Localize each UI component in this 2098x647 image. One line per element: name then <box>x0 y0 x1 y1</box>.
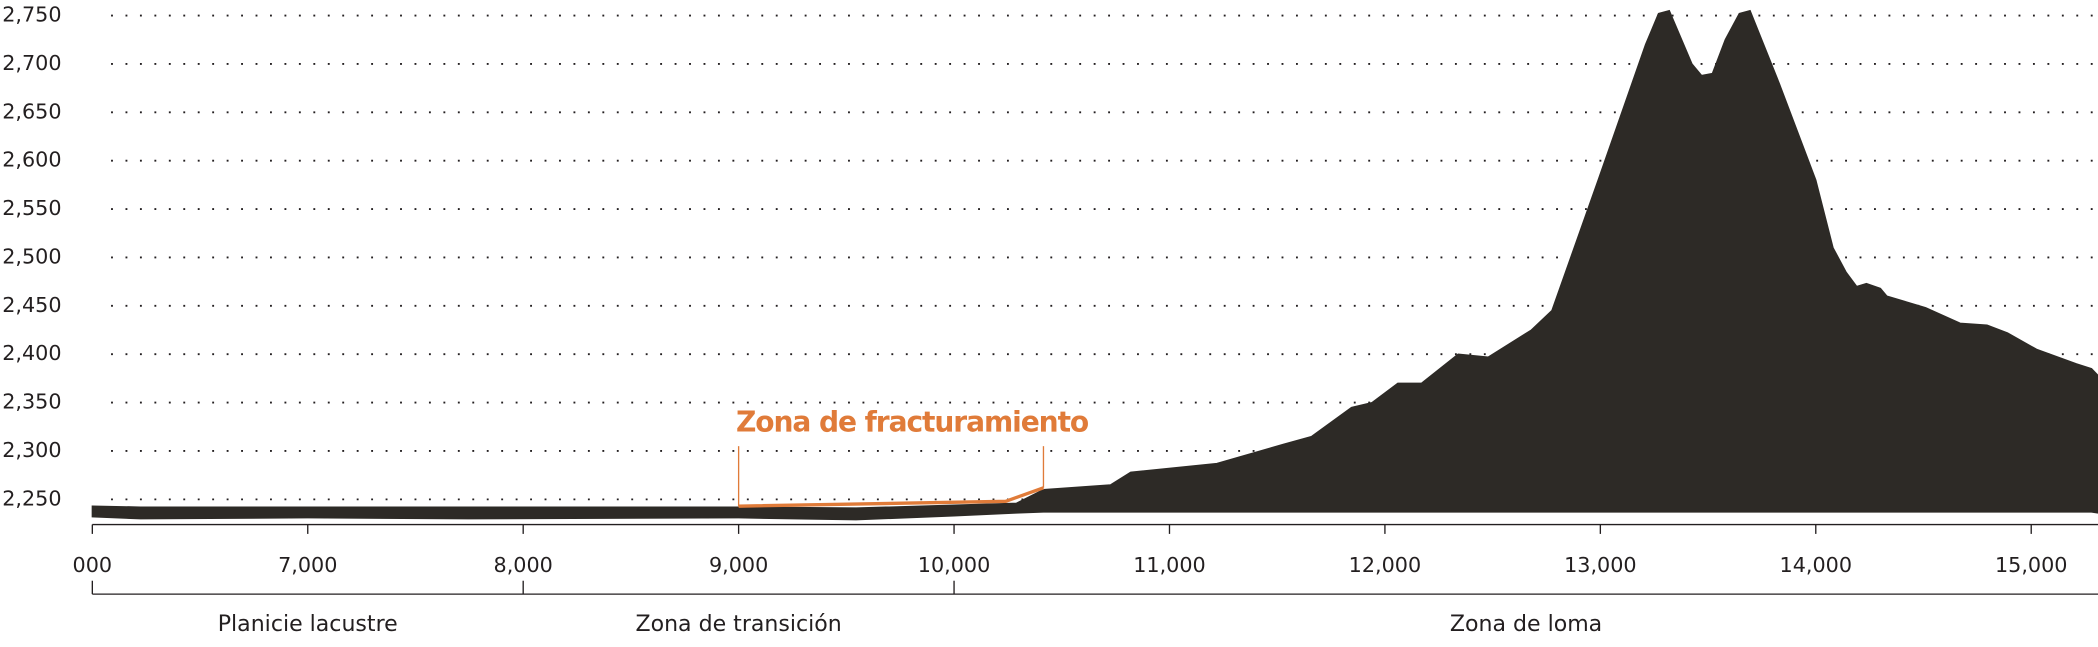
y-tick-label: 2,650 <box>2 99 61 123</box>
y-tick-label: 2,700 <box>2 51 61 75</box>
y-tick-label: 2,350 <box>2 390 61 414</box>
highlight-label: Zona de fracturamiento <box>736 405 1089 438</box>
y-tick-label: 2,300 <box>2 438 61 462</box>
y-tick-label: 2,600 <box>2 148 61 172</box>
zone-label: Zona de transición <box>635 612 841 637</box>
y-tick-label: 2,750 <box>2 3 61 27</box>
x-tick-label: 14,000 <box>1780 553 1853 577</box>
y-tick-label: 2,450 <box>2 293 61 317</box>
zone-label: Zona de loma <box>1450 612 1602 637</box>
y-tick-label: 2,500 <box>2 244 61 268</box>
x-tick-label: 7,000 <box>278 553 337 577</box>
y-tick-label: 2,250 <box>2 486 61 510</box>
elevation-area <box>91 9 2098 521</box>
x-tick-label: 8,000 <box>494 553 553 577</box>
x-tick-label: 12,000 <box>1349 553 1422 577</box>
y-tick-label: 2,550 <box>2 196 61 220</box>
x-tick-label: 10,000 <box>918 553 991 577</box>
x-tick-label: 13,000 <box>1564 553 1637 577</box>
highlight-line <box>738 486 1045 508</box>
x-tick-label: 15,000 <box>1995 553 2068 577</box>
x-tick-label: 000 <box>73 553 113 577</box>
zone-label: Planicie lacustre <box>218 612 398 637</box>
x-tick-label: 9,000 <box>709 553 768 577</box>
y-tick-label: 2,400 <box>2 341 61 365</box>
x-tick-label: 11,000 <box>1133 553 1206 577</box>
